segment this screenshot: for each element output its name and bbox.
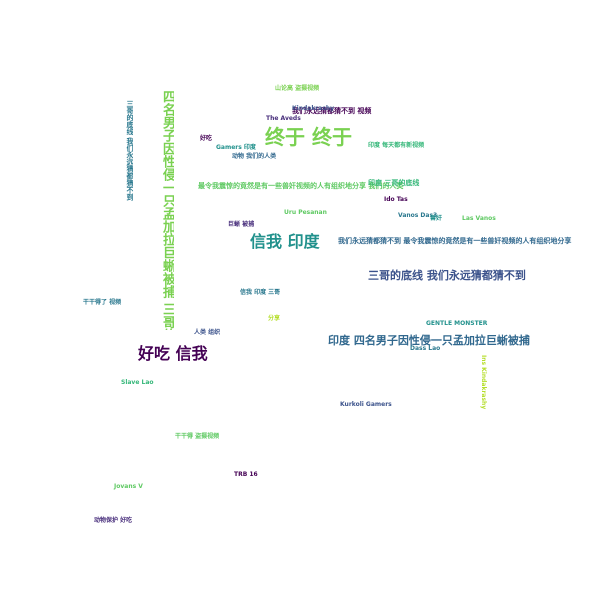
word: 山论高 盗摄视频 [275,85,320,92]
word: 三哥的底线 我们永远猜都猜不到 [126,100,133,201]
word: Ido Tas [384,196,408,203]
word: Gamers 印度 [216,144,256,151]
word: 印度 三哥的底线 [368,179,420,187]
word: 巨蜥 被捕 [228,221,255,228]
word: GENTLE MONSTER [426,320,488,327]
word: Jovans V [114,483,143,490]
word: Kurkoli Gamers [340,401,392,408]
word: 动物 我们的人类 [232,153,277,160]
word: 三哥的底线 我们永远猜都猜不到 [368,269,526,282]
word: Slave Lao [121,379,154,386]
word: 干干得 盗摄视频 [175,433,220,440]
word: 人类 组织 [194,329,221,336]
word: 信我 印度 三哥 [240,289,281,296]
word: 印度 四名男子因性侵一只孟加拉巨蜥被捕 [328,334,530,347]
word: Uru Pesanan [284,209,327,216]
word: The Aveds [266,115,301,122]
word: 信我 印度 [250,232,320,251]
word: Ins Kindakrashy [480,355,487,410]
word: 动物保护 好吃 [94,517,133,524]
word: 我们永远猜都猜不到 视频 [292,107,372,115]
word: 印度 每天都有新视频 [368,142,425,149]
word: TRB 16 [234,471,258,478]
word: 好吃 信我 [138,344,208,363]
word: 四名男子因性侵一只孟加拉巨蜥被捕 三哥的底线 [161,90,174,330]
word: Las Vanos [462,215,496,222]
word: Dass Lao [410,345,441,352]
word: 干干得了 视频 [83,299,122,306]
word: 最令我震惊的竟然是有一些兽奸视频的人有组织地分享 我们的人类 [198,182,404,190]
word: 好吃 [200,135,213,142]
word: Kindakrashy [292,105,335,112]
word: 兽奸 [430,215,443,222]
word: 终于 终于 [265,125,352,149]
word: Vanos Das3 [398,212,438,219]
word: 我们永远猜都猜不到 最令我震惊的竟然是有一些兽奸视频的人有组织地分享 [338,237,572,245]
word: 分享 [268,315,281,322]
